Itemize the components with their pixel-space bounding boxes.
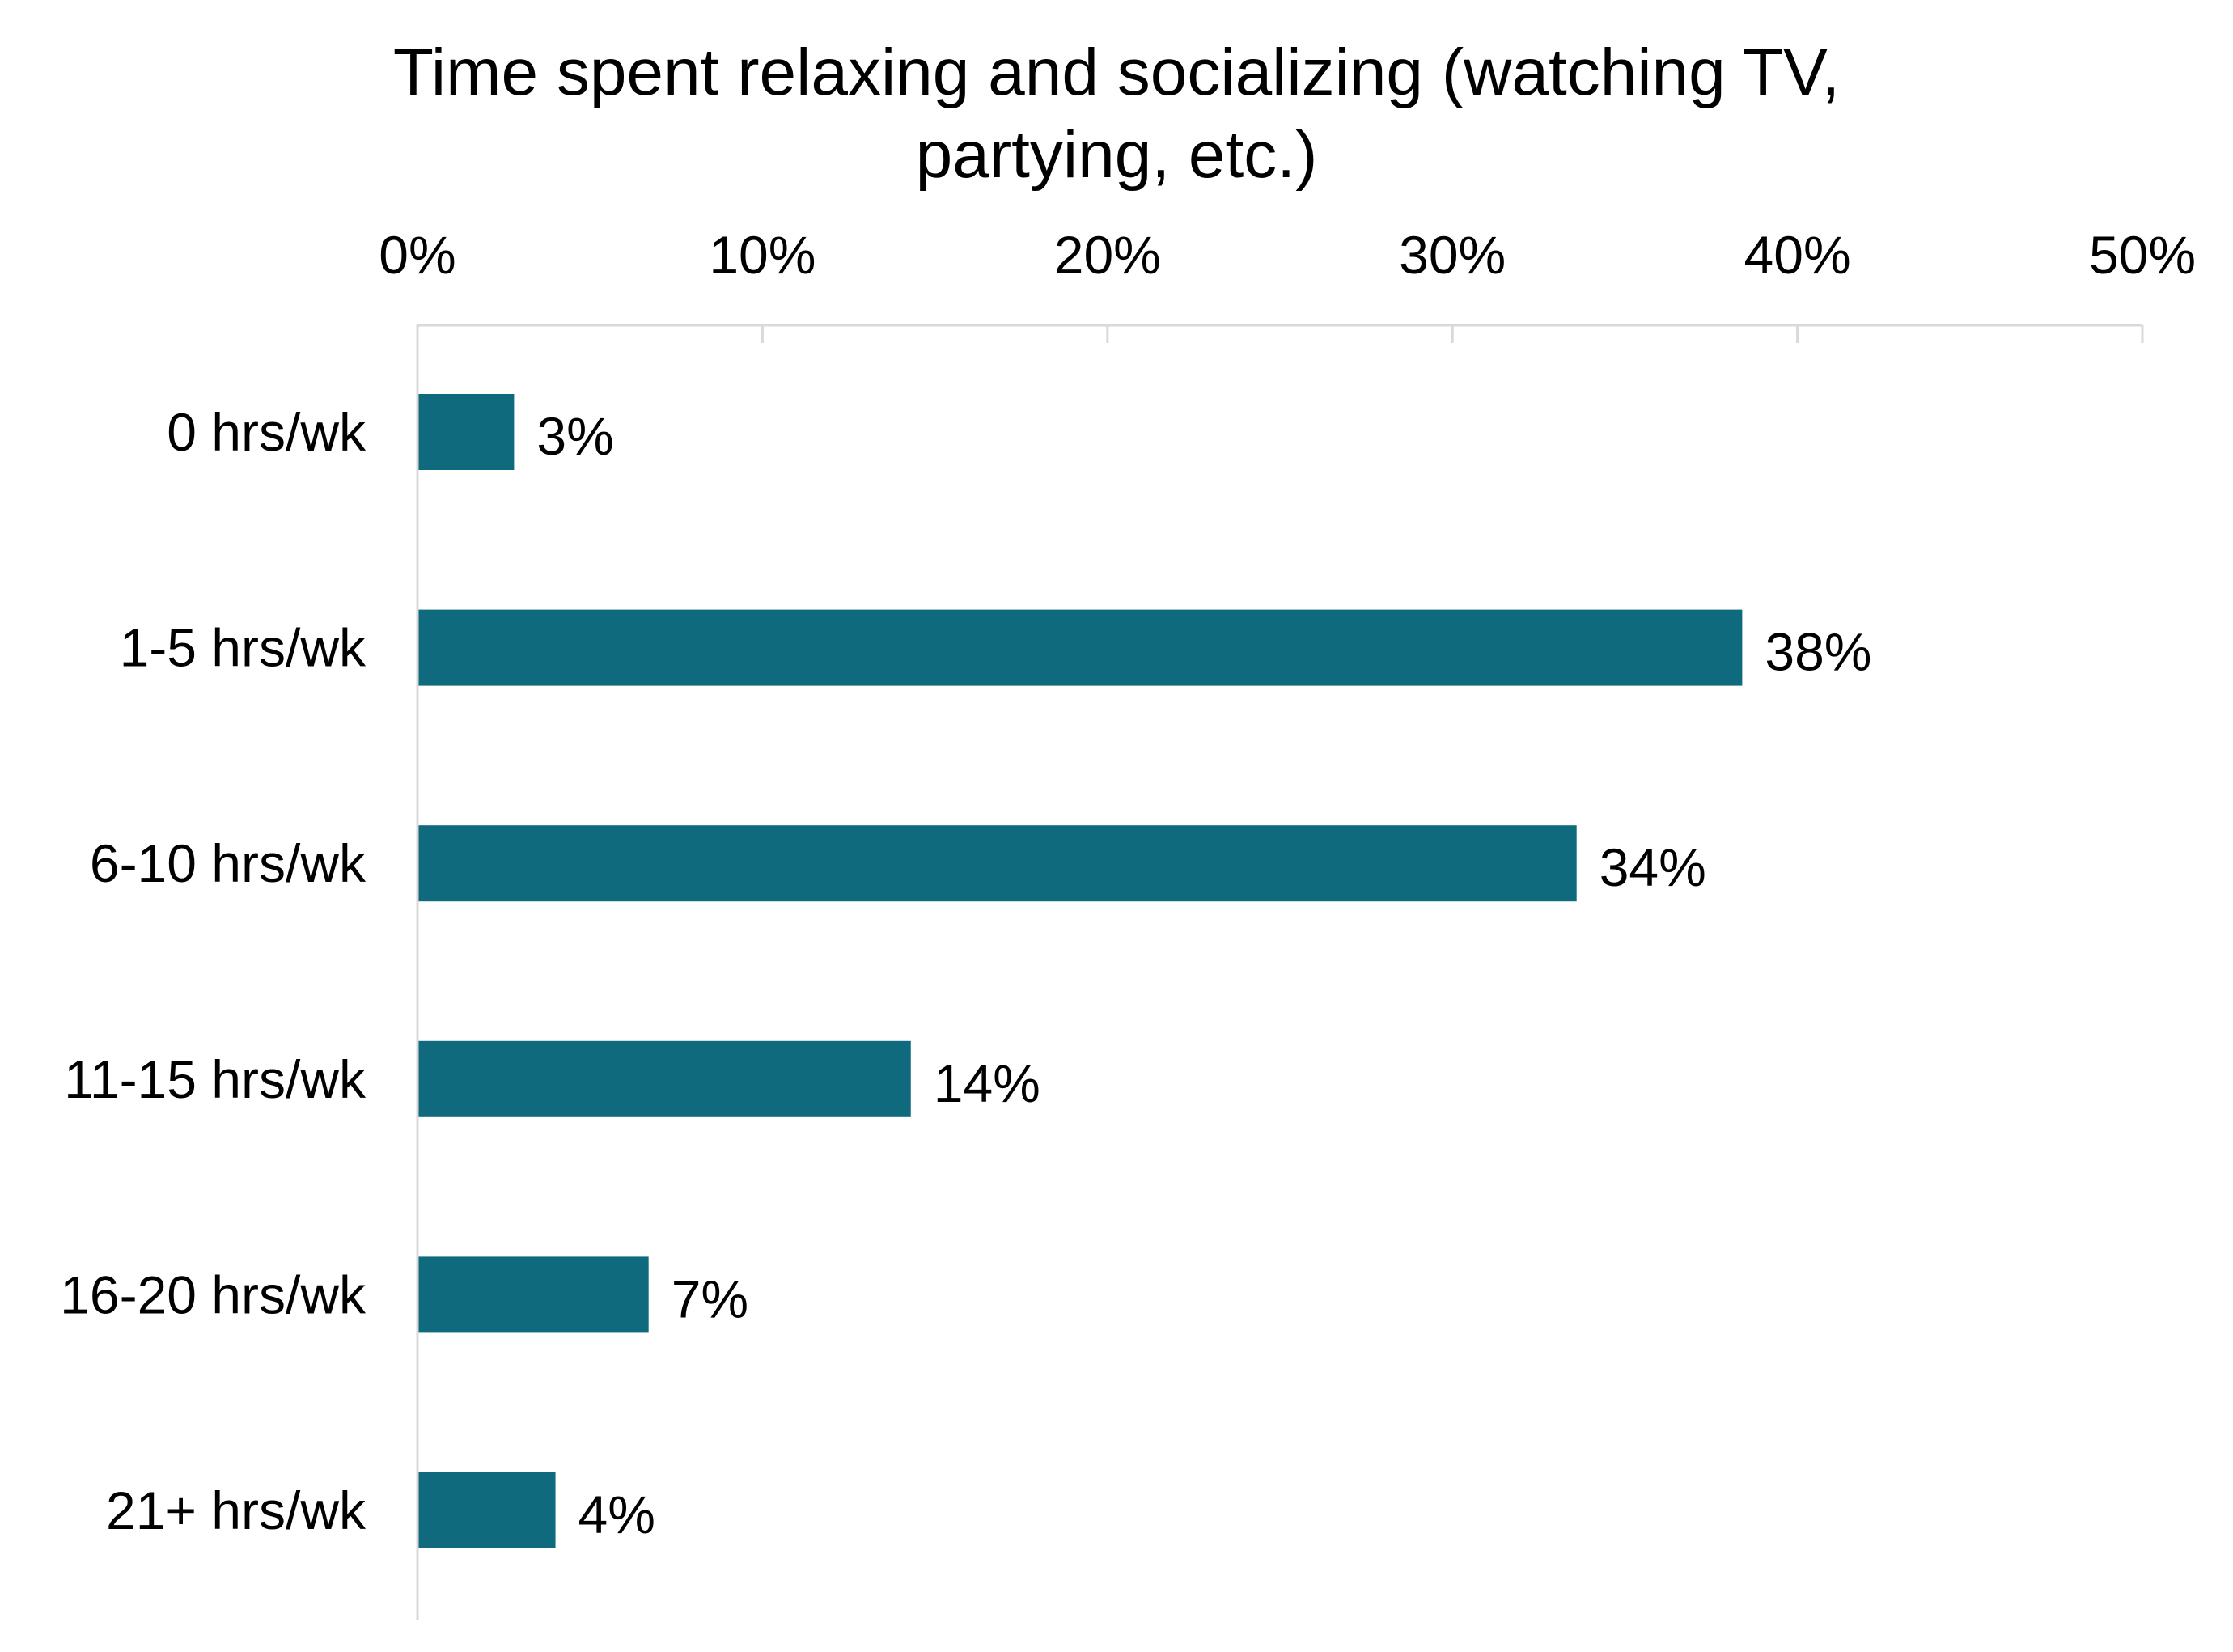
bar [418, 825, 1577, 902]
bar [418, 1256, 649, 1333]
data-label: 7% [672, 1269, 748, 1328]
data-label: 38% [1765, 622, 1871, 682]
category-label: 21+ hrs/wk [106, 1480, 367, 1540]
data-label: 4% [578, 1485, 655, 1544]
category-label: 0 hrs/wk [167, 402, 367, 462]
x-tick-label: 0% [379, 225, 455, 285]
chart-title-line-2: partying, etc.) [915, 118, 1318, 192]
data-label: 14% [934, 1053, 1040, 1113]
chart-title-line-1: Time spent relaxing and socializing (wat… [392, 36, 1841, 109]
category-label: 16-20 hrs/wk [60, 1264, 367, 1324]
bar [418, 1472, 556, 1548]
bar [418, 394, 515, 470]
x-tick-label: 20% [1054, 225, 1161, 285]
bar [418, 609, 1743, 686]
data-label: 3% [536, 406, 613, 466]
bar [418, 1040, 911, 1117]
x-tick-label: 10% [709, 225, 816, 285]
category-label: 11-15 hrs/wk [64, 1049, 367, 1109]
data-label: 34% [1600, 837, 1706, 897]
x-tick-label: 30% [1399, 225, 1506, 285]
x-tick-label: 50% [2089, 225, 2196, 285]
x-tick-label: 40% [1744, 225, 1851, 285]
category-label: 1-5 hrs/wk [120, 618, 367, 678]
category-label: 6-10 hrs/wk [90, 833, 367, 893]
